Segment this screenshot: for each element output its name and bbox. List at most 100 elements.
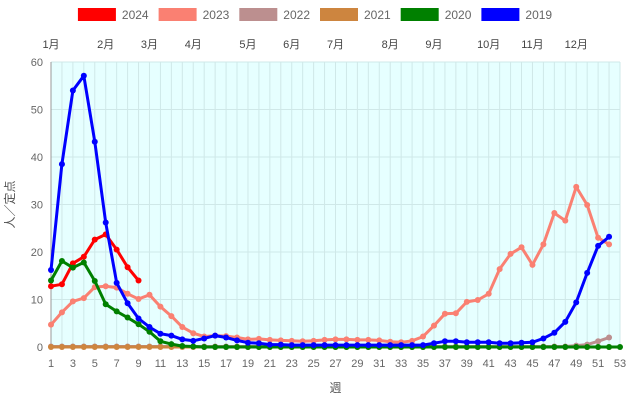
data-point	[420, 333, 427, 340]
data-point	[124, 290, 131, 297]
month-label: 11月	[521, 39, 543, 51]
x-tick-label: 35	[417, 358, 429, 370]
legend-item-2020[interactable]: 2020	[400, 8, 472, 22]
x-tick-label: 25	[307, 358, 319, 370]
data-point	[244, 344, 251, 350]
data-point	[365, 342, 372, 349]
data-point	[80, 259, 87, 266]
x-tick-label: 11	[155, 358, 166, 370]
data-point	[562, 217, 569, 224]
data-point	[124, 300, 131, 307]
grid-lines	[50, 61, 621, 348]
data-point	[595, 234, 602, 241]
data-point	[179, 324, 186, 331]
data-point	[343, 336, 350, 343]
x-tick-label: 33	[395, 358, 407, 370]
data-point	[223, 344, 230, 350]
y-tick-label: 40	[31, 152, 43, 164]
month-label: 4月	[185, 39, 202, 51]
legend-item-2022[interactable]: 2022	[239, 8, 310, 22]
y-tick-label: 60	[31, 57, 43, 69]
data-point	[201, 335, 208, 342]
data-point	[507, 250, 514, 257]
data-point	[474, 339, 481, 346]
data-point	[124, 344, 131, 350]
x-tick-label: 51	[592, 358, 604, 370]
data-point	[146, 291, 153, 298]
month-label: 12月	[565, 39, 588, 51]
data-point	[102, 301, 109, 308]
data-point	[441, 310, 448, 317]
data-point	[113, 279, 120, 286]
data-point	[299, 342, 306, 349]
month-label: 5月	[239, 39, 256, 51]
data-point	[91, 277, 98, 284]
data-point	[157, 338, 164, 345]
data-point	[48, 344, 54, 350]
legend-swatch	[239, 8, 278, 21]
data-point	[430, 340, 437, 347]
data-point	[69, 264, 76, 271]
legend-label: 2022	[283, 8, 310, 22]
x-tick-label: 47	[548, 358, 560, 370]
data-point	[91, 138, 98, 145]
data-point	[617, 344, 623, 350]
data-point	[551, 344, 558, 350]
data-point	[463, 298, 470, 305]
series-2019	[48, 72, 613, 349]
x-tick-label: 31	[373, 358, 385, 370]
data-point	[463, 344, 470, 350]
x-tick-label: 39	[461, 358, 473, 370]
legend-item-2024[interactable]: 2024	[77, 8, 149, 22]
y-tick-label: 0	[37, 342, 43, 354]
data-point	[157, 330, 164, 337]
data-point	[266, 336, 273, 343]
data-point	[518, 344, 525, 350]
data-point	[584, 269, 591, 276]
x-tick-label: 5	[92, 358, 98, 370]
legend[interactable]: 2024 2023 2022 2021 2020 2019	[77, 8, 552, 22]
data-point	[485, 290, 492, 297]
data-point	[463, 339, 470, 346]
data-point	[80, 295, 87, 302]
x-tick-label: 43	[504, 358, 516, 370]
legend-item-2023[interactable]: 2023	[158, 8, 230, 22]
legend-item-2021[interactable]: 2021	[320, 8, 391, 22]
x-tick-label: 21	[264, 358, 276, 370]
data-point	[135, 315, 142, 322]
y-tick-label: 10	[31, 295, 43, 307]
data-point	[584, 201, 591, 208]
data-point	[452, 344, 459, 350]
data-point	[190, 343, 197, 350]
data-point	[58, 344, 65, 350]
data-point	[58, 258, 65, 265]
legend-item-2019[interactable]: 2019	[481, 8, 552, 22]
data-point	[606, 241, 613, 248]
series-layer	[48, 72, 623, 350]
data-point	[540, 241, 547, 248]
data-point	[573, 183, 580, 190]
legend-label: 2021	[364, 8, 391, 22]
data-point	[146, 328, 153, 335]
data-point	[157, 303, 164, 310]
x-tick-label: 19	[242, 358, 254, 370]
data-point	[146, 344, 153, 350]
month-label: 3月	[141, 39, 158, 51]
y-tick-label: 30	[31, 200, 43, 212]
data-point	[212, 344, 219, 350]
data-point	[485, 339, 492, 346]
x-tick-label: 1	[48, 358, 54, 370]
series-line-2019	[49, 74, 611, 347]
data-point	[48, 321, 54, 328]
data-point	[91, 344, 98, 350]
data-point	[398, 342, 405, 349]
series-line-2023	[49, 185, 610, 344]
data-point	[376, 342, 383, 349]
data-point	[69, 260, 76, 267]
data-point	[452, 338, 459, 345]
data-point	[234, 337, 241, 344]
data-point	[573, 299, 580, 306]
x-axis-label: 週	[329, 381, 341, 395]
data-point	[255, 340, 262, 347]
x-tick-label: 13	[176, 358, 188, 370]
